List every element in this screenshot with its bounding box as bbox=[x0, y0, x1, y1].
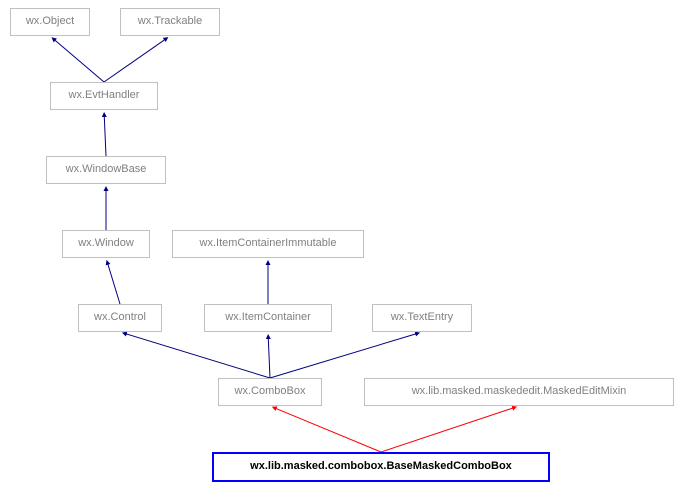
node-Control[interactable]: wx.Control bbox=[78, 304, 162, 332]
node-label: wx.TextEntry bbox=[391, 311, 453, 324]
node-EvtHandler[interactable]: wx.EvtHandler bbox=[50, 82, 158, 110]
node-label: wx.Control bbox=[94, 311, 146, 324]
node-label: wx.Window bbox=[78, 237, 134, 250]
node-ComboBox[interactable]: wx.ComboBox bbox=[218, 378, 322, 406]
edge-EvtHandler-Trackable bbox=[104, 39, 165, 82]
node-Window[interactable]: wx.Window bbox=[62, 230, 150, 258]
edge-WindowBase-EvtHandler bbox=[104, 116, 106, 156]
edge-BaseMaskedComboBox-ComboBox bbox=[276, 408, 381, 452]
edge-Control-Window bbox=[108, 264, 120, 304]
edge-ComboBox-Control bbox=[126, 334, 270, 378]
node-label: wx.Object bbox=[26, 15, 74, 28]
node-label: wx.ItemContainerImmutable bbox=[200, 237, 337, 250]
inheritance-diagram: wx.Object wx.Trackable wx.EvtHandler wx.Win… bbox=[0, 0, 685, 504]
edge-ComboBox-TextEntry bbox=[270, 334, 416, 378]
node-label: wx.ComboBox bbox=[235, 385, 306, 398]
edge-ComboBox-ItemContainer bbox=[268, 338, 270, 378]
node-WindowBase[interactable]: wx.WindowBase bbox=[46, 156, 166, 184]
node-label: wx.lib.masked.combobox.BaseMaskedComboBo… bbox=[250, 460, 512, 473]
node-label: wx.lib.masked.maskededit.MaskedEditMixin bbox=[412, 385, 627, 398]
node-label: wx.EvtHandler bbox=[69, 89, 140, 102]
edge-BaseMaskedComboBox-MaskedEditMixin bbox=[381, 408, 513, 452]
node-label: wx.WindowBase bbox=[66, 163, 147, 176]
edge-EvtHandler-Object bbox=[55, 40, 104, 82]
node-BaseMaskedComboBox[interactable]: wx.lib.masked.combobox.BaseMaskedComboBo… bbox=[212, 452, 550, 482]
node-ItemContainer[interactable]: wx.ItemContainer bbox=[204, 304, 332, 332]
node-Trackable[interactable]: wx.Trackable bbox=[120, 8, 220, 36]
node-label: wx.Trackable bbox=[138, 15, 202, 28]
node-Object[interactable]: wx.Object bbox=[10, 8, 90, 36]
node-label: wx.ItemContainer bbox=[225, 311, 311, 324]
node-ItemContainerImmutable[interactable]: wx.ItemContainerImmutable bbox=[172, 230, 364, 258]
node-MaskedEditMixin[interactable]: wx.lib.masked.maskededit.MaskedEditMixin bbox=[364, 378, 674, 406]
node-TextEntry[interactable]: wx.TextEntry bbox=[372, 304, 472, 332]
